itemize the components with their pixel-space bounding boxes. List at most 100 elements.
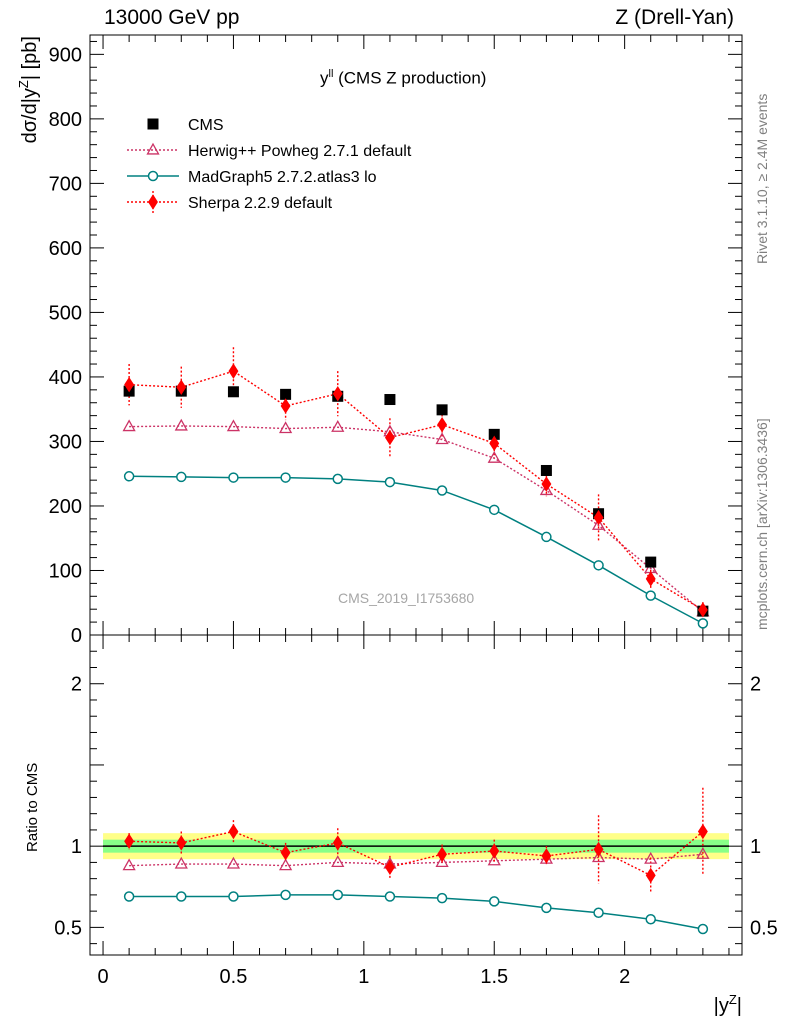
herwig-point [435, 432, 449, 445]
cms-point [384, 394, 396, 406]
herwig-point [226, 419, 241, 432]
ratio-ytick-label-left: 0.5 [54, 917, 82, 939]
madgraph-line [129, 475, 704, 625]
ratio-sherpa-point [541, 848, 552, 864]
ratio-herwig-point [226, 856, 241, 869]
sherpa-point [645, 571, 656, 587]
main-ylabel: dσ/d|yZ| [pb] [16, 36, 41, 143]
main-ylabel-part: | [pb] [19, 36, 41, 80]
ratio-herwig-point [487, 853, 501, 866]
cms-point [540, 464, 552, 476]
sherpa-point [124, 376, 135, 393]
sherpa-point [697, 602, 708, 618]
ratio-madgraph-point [488, 896, 500, 907]
main-ytick-label: 500 [49, 302, 82, 324]
ratio-madgraph-point [123, 891, 135, 902]
ratio-sherpa-point [332, 835, 343, 851]
ratio-madgraph-point [436, 892, 448, 904]
madgraph-point [488, 504, 500, 516]
ratio-herwig-point [644, 851, 658, 864]
sherpa-point [280, 398, 291, 414]
ratio-sherpa-point [384, 859, 395, 875]
legend-madgraph-marker [147, 170, 159, 182]
legend-herwig-marker [146, 142, 160, 155]
ratio-sherpa-point [176, 835, 187, 851]
herwig-point [278, 421, 293, 434]
rivet-label: Rivet 3.1.10, ≥ 2.4M events [754, 93, 770, 264]
madgraph-point [697, 618, 709, 629]
ratio-ytick-label-right: 0.5 [750, 917, 778, 939]
madgraph-point [593, 560, 604, 571]
ratio-madgraph-point [280, 889, 291, 901]
legend-label: Herwig++ Powheg 2.7.1 default [188, 143, 412, 160]
ratio-xlabel-part: |y [714, 995, 729, 1017]
ratio-ytick-label-right: 2 [750, 674, 761, 696]
main-ylabel-part: dσ/d|y [19, 88, 41, 143]
ratio-ytick-label-right: 1 [750, 836, 761, 858]
ratio-sherpa-line [129, 830, 704, 877]
legend-cms-marker [147, 118, 159, 130]
legend-label: MadGraph5 2.7.2.atlas3 lo [188, 169, 377, 186]
madgraph-point [541, 531, 552, 543]
ratio-sherpa-point [124, 833, 135, 849]
main-ytick-label: 100 [49, 560, 82, 582]
sherpa-point [593, 509, 604, 526]
ratio-xtick-label: 0 [97, 966, 108, 988]
header-left: 13000 GeV pp [104, 6, 240, 29]
sherpa-point [541, 476, 552, 492]
herwig-point [539, 483, 554, 496]
header-right: Z (Drell-Yan) [615, 6, 734, 29]
main-ytick-label: 600 [49, 238, 82, 260]
ratio-herwig-point [278, 858, 293, 871]
sherpa-point [384, 429, 395, 446]
ratio-ytick-label-left: 1 [71, 836, 82, 858]
main-ylabel-sup: Z [16, 80, 31, 88]
ratio-herwig-point [122, 858, 136, 871]
ratio-madgraph-point [593, 907, 604, 919]
main-ytick-label: 800 [49, 109, 82, 131]
watermark: CMS_2019_I1753680 [338, 590, 475, 606]
plot-title-rest: (CMS Z production) [333, 68, 487, 88]
ratio-madgraph-point [228, 891, 239, 902]
ratio-madgraph-point [384, 891, 396, 902]
cms-point [488, 428, 500, 440]
sherpa-line [129, 370, 704, 611]
plot-title: yll (CMS Z production) [320, 68, 486, 89]
herwig-point [487, 450, 501, 463]
ratio-ylabel: Ratio to CMS [24, 762, 41, 852]
herwig-point [591, 518, 606, 530]
main-ytick-label: 300 [49, 431, 82, 453]
ratio-madgraph-point [332, 889, 344, 901]
legend-label: Sherpa 2.2.9 default [188, 195, 333, 212]
herwig-point [331, 419, 345, 432]
main-ytick-label: 0 [71, 625, 82, 647]
cms-point [436, 404, 448, 416]
cms-point [227, 386, 239, 398]
madgraph-point [280, 472, 291, 483]
herwig-point [174, 418, 188, 431]
ratio-sherpa-point [645, 867, 656, 884]
sherpa-point [489, 435, 500, 452]
sherpa-point [437, 416, 448, 433]
ratio-madgraph-point [645, 914, 656, 925]
sherpa-point [176, 379, 187, 395]
legend-label: CMS [188, 117, 224, 134]
ratio-frame [89, 634, 743, 956]
herwig-point [122, 419, 136, 432]
ratio-herwig-point [696, 847, 710, 859]
ratio-herwig-point [591, 850, 606, 863]
ratio-sherpa-point [437, 846, 448, 862]
herwig-line [129, 425, 704, 613]
madgraph-point [436, 485, 448, 496]
ratio-xtick-label: 2 [619, 966, 630, 988]
ratio-xlabel-part: | [737, 995, 742, 1017]
ratio-sherpa-point [697, 823, 708, 840]
ratio-sherpa-point [228, 823, 239, 840]
ratio-sherpa-point [280, 844, 291, 861]
madgraph-point [645, 590, 656, 601]
cms-point [645, 556, 657, 568]
madgraph-point [332, 473, 344, 485]
sherpa-point [332, 386, 343, 402]
ratio-xlabel: |yZ| [714, 992, 742, 1017]
